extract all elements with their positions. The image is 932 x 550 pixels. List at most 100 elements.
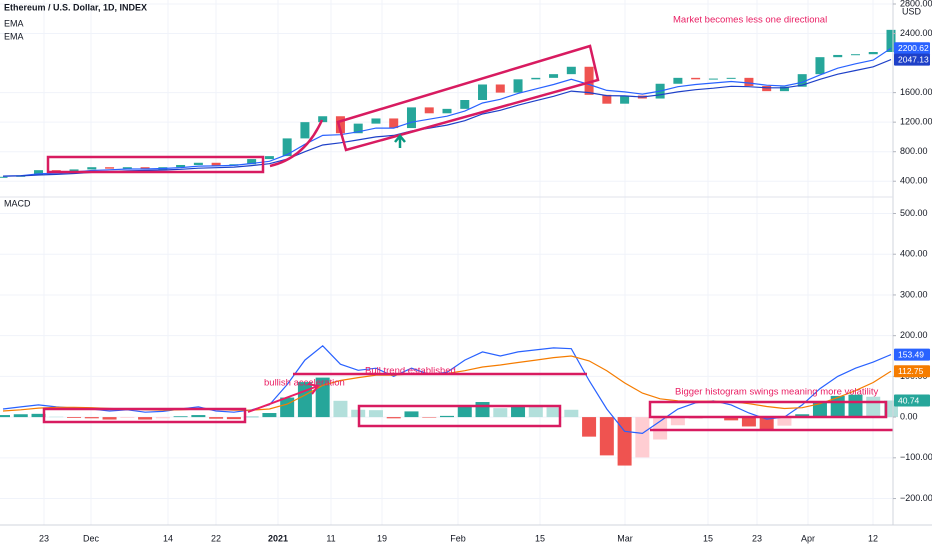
y-tick-label: 500.00: [900, 208, 928, 218]
y-tick-label: 300.00: [900, 289, 928, 299]
box-drawing: [648, 400, 888, 419]
unit-label: USD: [902, 6, 922, 16]
candle: [495, 84, 505, 93]
candle: [176, 164, 186, 168]
candle: [531, 77, 541, 80]
histogram-bar: [155, 417, 170, 419]
histogram-bar: [475, 402, 490, 418]
x-tick-label: Dec: [83, 533, 100, 543]
line-series: [2, 344, 892, 435]
candle: [282, 138, 292, 157]
candle: [406, 107, 416, 129]
candle: [87, 167, 97, 170]
candle: [353, 123, 363, 134]
candle: [0, 176, 8, 178]
candle: [602, 94, 612, 104]
histogram-bar: [13, 414, 28, 418]
candle: [389, 118, 399, 129]
histogram-bar: [493, 408, 508, 418]
histogram-bar: [440, 415, 454, 418]
annotation: Market becomes less one directional: [673, 15, 827, 26]
box-drawing: [336, 44, 600, 152]
x-tick-label: 22: [211, 533, 221, 543]
box-drawing: [357, 404, 562, 428]
histogram-bar: [209, 417, 224, 419]
x-tick-label: 19: [377, 533, 387, 543]
x-tick-label: 23: [39, 533, 49, 543]
histogram-bar: [599, 417, 614, 456]
arrow-drawing: [394, 134, 406, 148]
candle: [300, 122, 310, 139]
histogram-bar: [635, 417, 650, 458]
legend-entry: EMA: [4, 31, 24, 41]
histogram-bar: [404, 411, 419, 418]
x-tick-label: Feb: [450, 533, 466, 543]
histogram-bar: [102, 417, 117, 420]
candle: [708, 78, 718, 80]
histogram-bar: [724, 417, 739, 421]
histogram-bar: [528, 406, 543, 418]
x-tick-label: Apr: [801, 533, 815, 543]
candle: [549, 74, 559, 78]
line-series: [2, 47, 892, 177]
annotation: Bull trend established: [365, 366, 456, 377]
candle: [34, 170, 44, 176]
histogram-bar: [173, 416, 188, 418]
histogram-bar: [777, 417, 792, 426]
annotation: bullish acceleration: [264, 378, 345, 389]
candle: [424, 107, 434, 114]
histogram-bar: [244, 416, 259, 418]
y-tick-label: 0.00: [900, 411, 918, 421]
last-value-label: 2200.62: [898, 43, 929, 53]
last-value-label: 112.75: [898, 366, 924, 376]
candle: [584, 66, 594, 95]
histogram-bar: [422, 417, 437, 418]
arrow-drawing: [247, 383, 320, 413]
last-value-label: 153.49: [898, 349, 924, 359]
histogram-bar: [511, 406, 526, 418]
last-value-label-bg: [894, 348, 930, 361]
histogram-bar: [262, 413, 277, 418]
histogram-bar: [848, 394, 863, 418]
candle: [691, 77, 701, 80]
histogram-bar: [84, 417, 99, 419]
candle: [264, 156, 274, 160]
histogram-bar: [191, 415, 206, 418]
histogram-bar: [297, 382, 312, 418]
histogram-bar: [564, 409, 579, 418]
last-value-label-bg: [894, 53, 930, 66]
candle: [193, 162, 203, 165]
x-tick-label: 11: [326, 533, 335, 543]
y-tick-label: 1200.00: [900, 117, 932, 127]
candle: [105, 167, 115, 169]
candle: [318, 116, 328, 123]
y-tick-label: 400.00: [900, 249, 928, 259]
candle: [460, 100, 470, 109]
candle: [247, 159, 257, 165]
y-tick-label: 200.00: [900, 330, 928, 340]
drawings: [42, 44, 893, 432]
candle: [122, 167, 132, 169]
chart-title: Ethereum / U.S. Dollar, 1D, INDEX: [4, 2, 147, 12]
histogram-bar: [49, 416, 64, 418]
x-tick-label: Mar: [617, 533, 633, 543]
histogram-bar: [582, 417, 597, 437]
histogram-bar: [866, 396, 881, 418]
last-value-label-bg: [894, 365, 930, 378]
histogram-bar: [759, 417, 774, 430]
candle: [726, 77, 736, 79]
x-tick-label: 15: [535, 533, 545, 543]
box-drawing: [42, 407, 247, 424]
candle: [850, 54, 860, 56]
line-series: [2, 59, 892, 177]
candle: [513, 79, 523, 93]
candle: [779, 86, 789, 92]
y-tick-label: 2800.00: [900, 0, 932, 8]
candle: [868, 52, 878, 55]
candle: [797, 74, 807, 87]
last-value-label-bg: [894, 394, 930, 407]
histogram-bar: [120, 417, 135, 418]
last-value-label: 2047.13: [898, 54, 929, 64]
histogram-bar: [280, 397, 295, 418]
